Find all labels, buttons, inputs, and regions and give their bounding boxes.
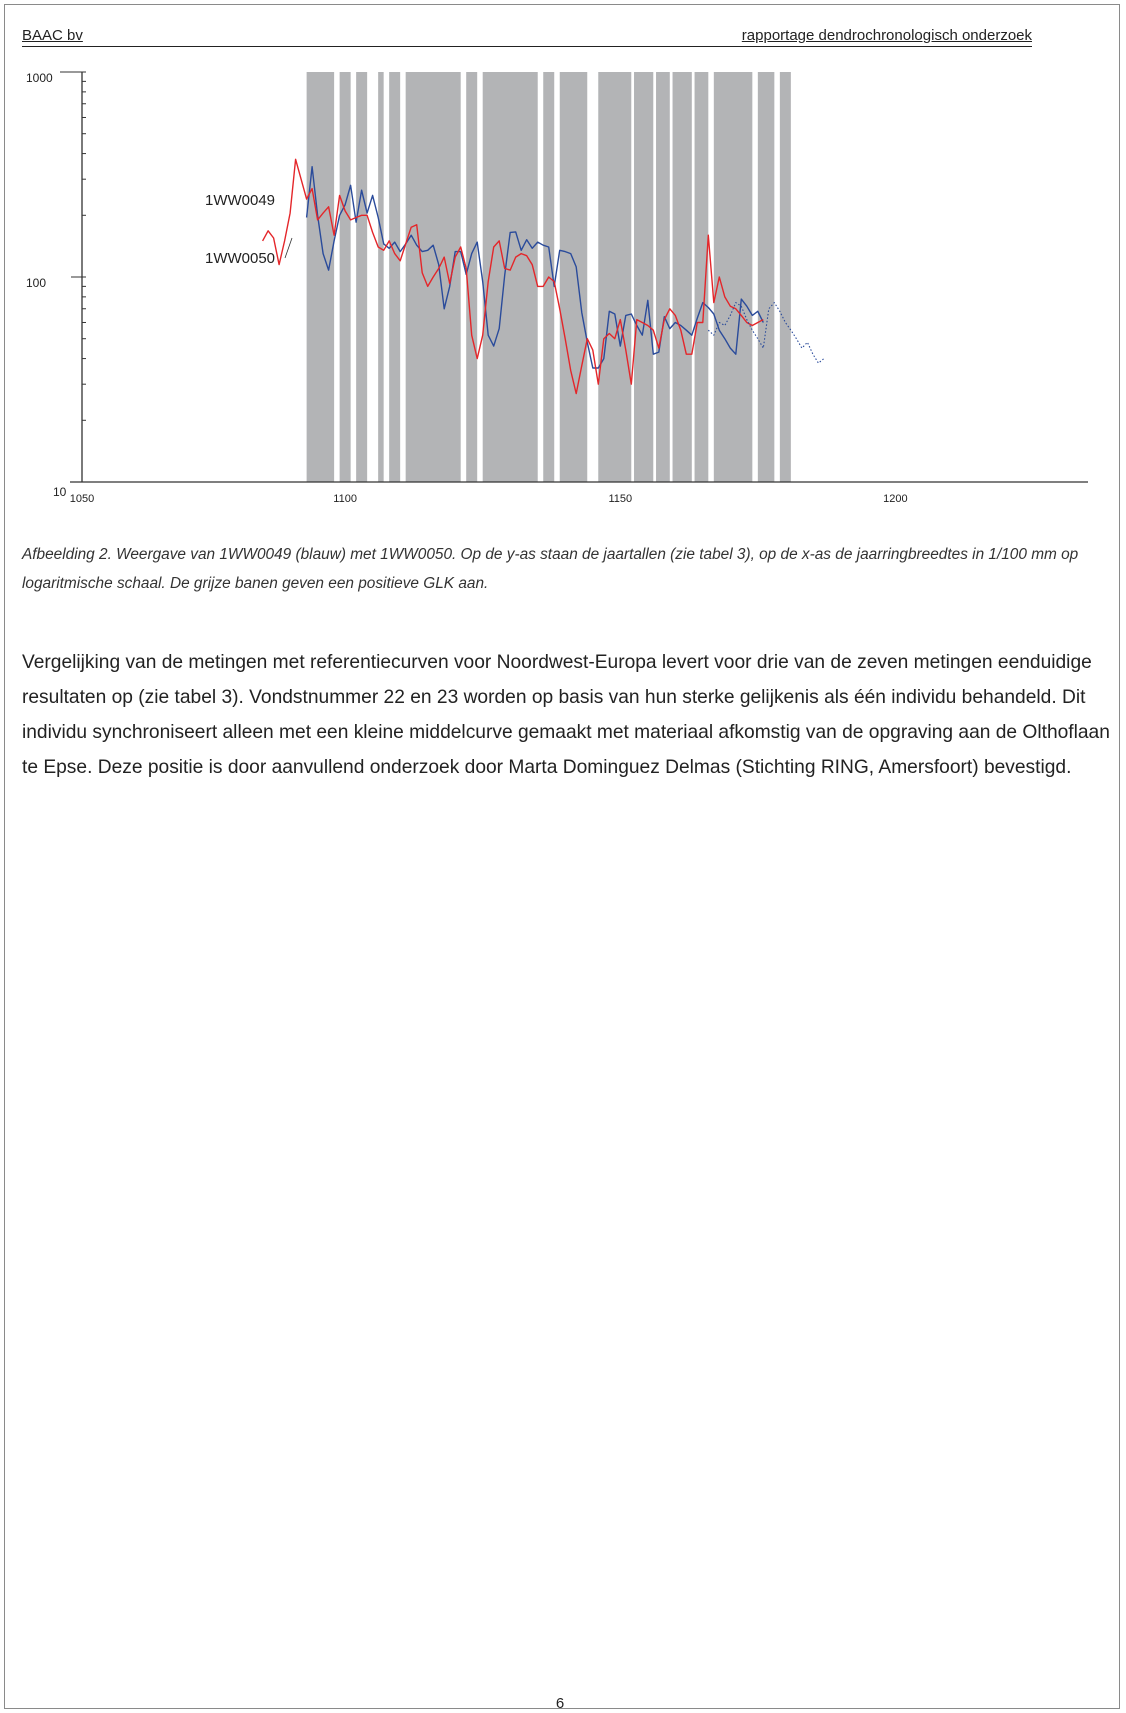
x-tick-label: 1050 xyxy=(70,493,94,505)
y-tick-label: 100 xyxy=(26,276,46,290)
series-label-1ww0050: 1WW0050 xyxy=(205,250,275,267)
glk-band xyxy=(757,72,775,482)
series-label-1ww0049: 1WW0049 xyxy=(205,192,275,209)
glk-band xyxy=(559,72,588,482)
glk-band xyxy=(378,72,384,482)
glk-band xyxy=(466,72,478,482)
y-tick-label: 10 xyxy=(53,485,67,499)
y-tick-label: 1000 xyxy=(26,71,53,85)
body-paragraph: Vergelijking van de metingen met referen… xyxy=(22,652,1110,778)
label-leader-line xyxy=(284,237,293,259)
page-header: BAAC bv rapportage dendrochronologisch o… xyxy=(22,24,1032,47)
header-company: BAAC bv xyxy=(22,27,83,44)
glk-band xyxy=(656,72,670,482)
series-line-dotted-extension xyxy=(707,302,825,364)
glk-band xyxy=(306,72,335,482)
header-report-title: rapportage dendrochronologisch onderzoek xyxy=(741,27,1032,44)
page-border xyxy=(4,4,1120,1709)
x-tick-label: 1100 xyxy=(333,493,357,505)
x-tick-label: 1150 xyxy=(608,493,632,505)
glk-band xyxy=(339,72,351,482)
figure-caption: Afbeelding 2. Weergave van 1WW0049 (blau… xyxy=(22,546,1079,592)
ring-width-chart: 10 100 1000 1050 1100 1150 1200 1WW0049 1WW0050 xyxy=(26,71,1088,505)
glk-band xyxy=(713,72,753,482)
glk-band xyxy=(694,72,709,482)
glk-band xyxy=(634,72,654,482)
series-line-1ww0050 xyxy=(261,158,764,395)
series-line-1ww0049 xyxy=(305,165,764,369)
page-number: 6 xyxy=(555,1695,565,1712)
glk-band xyxy=(598,72,632,482)
x-tick-label: 1200 xyxy=(883,493,907,505)
glk-band xyxy=(672,72,692,482)
glk-band xyxy=(389,72,401,482)
glk-band xyxy=(779,72,791,482)
glk-band xyxy=(482,72,538,482)
glk-band xyxy=(356,72,368,482)
